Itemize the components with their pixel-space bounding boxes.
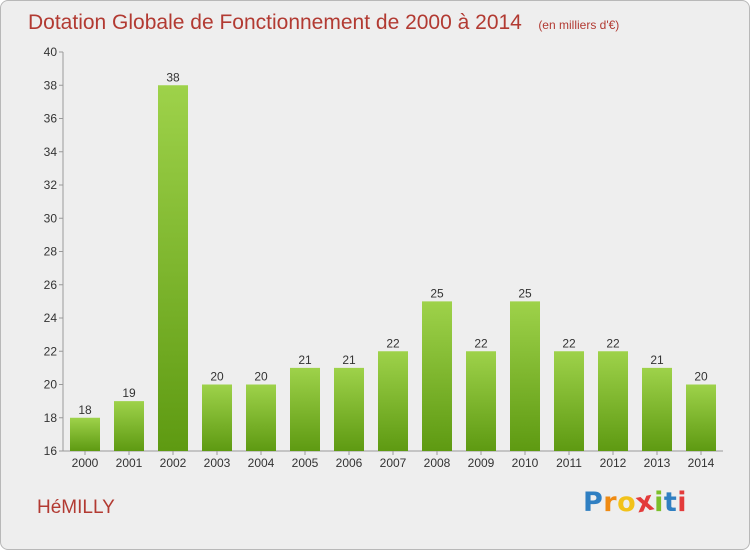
y-tick-label: 34	[44, 145, 58, 159]
bar-2008	[422, 301, 452, 451]
bar-2003	[202, 384, 232, 451]
commune-name: HéMILLY	[37, 497, 115, 518]
x-tick-label: 2011	[556, 456, 582, 470]
bar-2000	[70, 417, 100, 451]
logo-letter: i	[654, 487, 664, 518]
y-tick-label: 20	[44, 378, 58, 392]
value-label-2012: 22	[606, 336, 620, 350]
logo-letter: t	[663, 487, 678, 518]
y-tick-label: 16	[44, 444, 58, 458]
value-label-2002: 38	[166, 70, 180, 84]
value-label-2004: 20	[254, 370, 268, 384]
y-axis: 16 18 20 22 24 26 28 30 32 34 36 38 40	[44, 45, 64, 458]
bar-2012	[598, 351, 628, 451]
value-label-2000: 18	[78, 403, 92, 417]
value-label-2005: 21	[298, 353, 312, 367]
x-tick-label: 2001	[116, 456, 143, 470]
x-tick-label: 2006	[336, 456, 363, 470]
chart-title: Dotation Globale de Fonctionnement de 20…	[28, 11, 522, 34]
value-label-2010: 25	[518, 286, 532, 300]
value-label-2003: 20	[210, 370, 224, 384]
y-tick-label: 18	[44, 411, 58, 425]
bar-2014	[686, 384, 716, 451]
x-tick-label: 2010	[512, 456, 539, 470]
value-label-2011: 22	[562, 336, 576, 350]
bar-2006	[334, 367, 364, 451]
logo-letter: r	[603, 487, 618, 518]
y-tick-label: 38	[44, 78, 58, 92]
bar-2010	[510, 301, 540, 451]
value-label-2006: 21	[342, 353, 356, 367]
x-tick-label: 2009	[468, 456, 495, 470]
value-label-2001: 19	[122, 386, 136, 400]
proxiti-logo[interactable]: Proxiti	[583, 485, 688, 519]
bar-2007	[378, 351, 408, 451]
logo-letter: i	[677, 487, 688, 518]
x-tick-label: 2003	[204, 456, 231, 470]
y-tick-label: 36	[44, 112, 58, 126]
chart-subtitle: (en milliers d'€)	[538, 18, 620, 32]
x-tick-label: 2005	[292, 456, 319, 470]
bar-2011	[554, 351, 584, 451]
value-label-2014: 20	[694, 370, 708, 384]
bars	[70, 85, 716, 451]
y-tick-label: 24	[44, 311, 58, 325]
x-tick-label: 2014	[688, 456, 715, 470]
y-tick-label: 28	[44, 245, 58, 259]
logo-letter: o	[617, 487, 637, 518]
logo-letter: P	[583, 487, 604, 518]
y-tick-label: 30	[44, 211, 58, 225]
y-tick-label: 22	[44, 344, 58, 358]
value-label-2009: 22	[474, 336, 488, 350]
bar-2013	[642, 367, 672, 451]
x-tick-label: 2012	[600, 456, 627, 470]
y-tick-label: 40	[44, 45, 58, 59]
y-tick-label: 32	[44, 178, 58, 192]
x-tick-label: 2008	[424, 456, 451, 470]
title-row: Dotation Globale de Fonctionnement de 20…	[28, 11, 619, 35]
value-labels: 18 19 38 20 20 21 21 22 25 22 25 22 22 21 20	[78, 70, 708, 417]
bar-2001	[114, 401, 144, 451]
x-tick-label: 2002	[160, 456, 187, 470]
y-tick-label: 26	[44, 278, 58, 292]
bar-2004	[246, 384, 276, 451]
x-axis: 2000 2001 2002 2003 2004 2005 2006 2007 2008 2009…	[63, 450, 723, 470]
bar-2005	[290, 367, 320, 451]
x-tick-label: 2013	[644, 456, 671, 470]
x-tick-label: 2000	[72, 456, 99, 470]
x-tick-label: 2007	[380, 456, 407, 470]
bar-2002	[158, 85, 188, 451]
bar-2009	[466, 351, 496, 451]
value-label-2013: 21	[650, 353, 664, 367]
value-label-2007: 22	[386, 336, 400, 350]
value-label-2008: 25	[430, 286, 444, 300]
x-tick-label: 2004	[248, 456, 275, 470]
